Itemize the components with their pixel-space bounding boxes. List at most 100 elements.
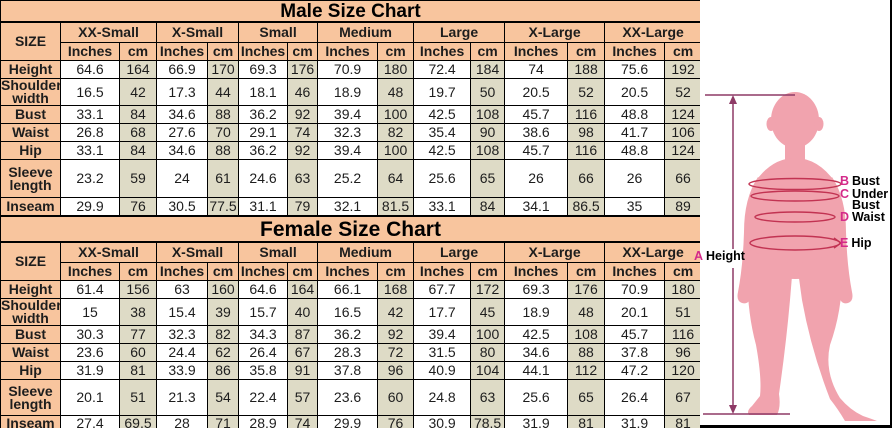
value-cm: 124 — [664, 105, 703, 124]
value-cm: 60 — [118, 343, 158, 362]
value-cm: 42 — [377, 298, 415, 326]
unit-header-cm: cm — [207, 262, 240, 281]
value-inches: 31.1 — [238, 197, 289, 216]
value-inches: 47.2 — [604, 361, 666, 380]
value-cm: 78.5 — [470, 415, 506, 428]
size-col-header: Large — [413, 242, 506, 263]
value-inches: 27.4 — [60, 415, 120, 428]
value-inches: 17.3 — [156, 78, 209, 106]
value-inches: 63 — [156, 280, 209, 299]
value-cm: 82 — [377, 123, 415, 142]
value-inches: 69.3 — [504, 280, 569, 299]
size-col-header: XX-Large — [604, 22, 703, 43]
value-cm: 96 — [377, 361, 415, 380]
height-arrow — [703, 94, 795, 415]
unit-header-cm: cm — [118, 262, 158, 281]
size-col-header: Small — [238, 22, 319, 43]
unit-header-cm: cm — [470, 42, 506, 61]
value-inches: 37.8 — [604, 343, 666, 362]
value-inches: 41.7 — [604, 123, 666, 142]
value-cm: 52 — [567, 78, 606, 106]
size-corner-cell: SIZE — [0, 22, 61, 61]
measure-letter: B — [840, 174, 850, 188]
value-cm: 44 — [207, 78, 240, 106]
value-inches: 61.4 — [60, 280, 120, 299]
value-inches: 36.2 — [238, 141, 289, 160]
value-inches: 33.1 — [60, 141, 120, 160]
value-inches: 42.5 — [413, 141, 472, 160]
value-inches: 20.1 — [604, 298, 666, 326]
value-inches: 21.3 — [156, 379, 209, 416]
value-cm: 124 — [664, 141, 703, 160]
value-inches: 16.5 — [60, 78, 120, 106]
value-cm: 59 — [118, 159, 158, 198]
value-cm: 172 — [470, 280, 506, 299]
value-inches: 29.9 — [60, 197, 120, 216]
value-cm: 42 — [118, 78, 158, 106]
value-inches: 35 — [604, 197, 666, 216]
value-cm: 48 — [567, 298, 606, 326]
value-cm: 62 — [207, 343, 240, 362]
value-cm: 176 — [567, 280, 606, 299]
unit-header-cm: cm — [470, 262, 506, 281]
value-cm: 84 — [470, 197, 506, 216]
unit-header-inches: Inches — [156, 262, 209, 281]
value-cm: 100 — [377, 105, 415, 124]
value-inches: 23.2 — [60, 159, 120, 198]
value-cm: 90 — [470, 123, 506, 142]
row-label: Inseam — [0, 197, 61, 216]
value-cm: 67 — [664, 379, 703, 416]
size-col-header: X-Small — [156, 242, 240, 263]
value-cm: 98 — [567, 123, 606, 142]
value-inches: 22.4 — [238, 379, 289, 416]
measure-label-a: A Height — [694, 250, 745, 263]
value-cm: 72 — [377, 343, 415, 362]
value-cm: 89 — [664, 197, 703, 216]
value-cm: 74 — [287, 123, 319, 142]
value-inches: 35.8 — [238, 361, 289, 380]
value-cm: 79 — [287, 197, 319, 216]
value-inches: 36.2 — [238, 105, 289, 124]
value-cm: 106 — [664, 123, 703, 142]
value-inches: 35.4 — [413, 123, 472, 142]
measure-text: Waist — [852, 210, 885, 224]
value-inches: 26.4 — [238, 343, 289, 362]
unit-header-cm: cm — [567, 262, 606, 281]
value-inches: 40.9 — [413, 361, 472, 380]
unit-header-inches: Inches — [604, 42, 666, 61]
value-inches: 39.4 — [317, 105, 379, 124]
value-cm: 100 — [470, 325, 506, 344]
bust-line — [748, 177, 842, 191]
value-cm: 76 — [377, 415, 415, 428]
value-cm: 164 — [287, 280, 319, 299]
value-cm: 70 — [207, 123, 240, 142]
size-col-header: Medium — [317, 22, 415, 43]
row-label: Sleeve length — [0, 159, 61, 198]
row-label: Shoulder width — [0, 78, 61, 106]
value-inches: 31.9 — [604, 415, 666, 428]
measure-text: Bust — [852, 174, 880, 188]
measure-text: Under Bust — [852, 187, 889, 212]
value-cm: 38 — [118, 298, 158, 326]
value-cm: 81 — [567, 415, 606, 428]
value-inches: 39.4 — [413, 325, 472, 344]
value-cm: 81 — [118, 361, 158, 380]
value-cm: 67 — [287, 343, 319, 362]
value-cm: 91 — [287, 361, 319, 380]
value-inches: 15.7 — [238, 298, 289, 326]
measure-letter: D — [840, 210, 850, 224]
value-cm: 84 — [118, 141, 158, 160]
value-inches: 39.4 — [317, 141, 379, 160]
value-cm: 82 — [207, 325, 240, 344]
value-cm: 81.5 — [377, 197, 415, 216]
size-col-header: Medium — [317, 242, 415, 263]
value-inches: 42.5 — [504, 325, 569, 344]
value-inches: 48.8 — [604, 105, 666, 124]
measure-label-d: D Waist — [840, 210, 885, 224]
value-inches: 69.3 — [238, 60, 289, 79]
value-cm: 192 — [664, 60, 703, 79]
value-inches: 26.8 — [60, 123, 120, 142]
value-inches: 15 — [60, 298, 120, 326]
value-cm: 66 — [567, 159, 606, 198]
value-cm: 60 — [377, 379, 415, 416]
